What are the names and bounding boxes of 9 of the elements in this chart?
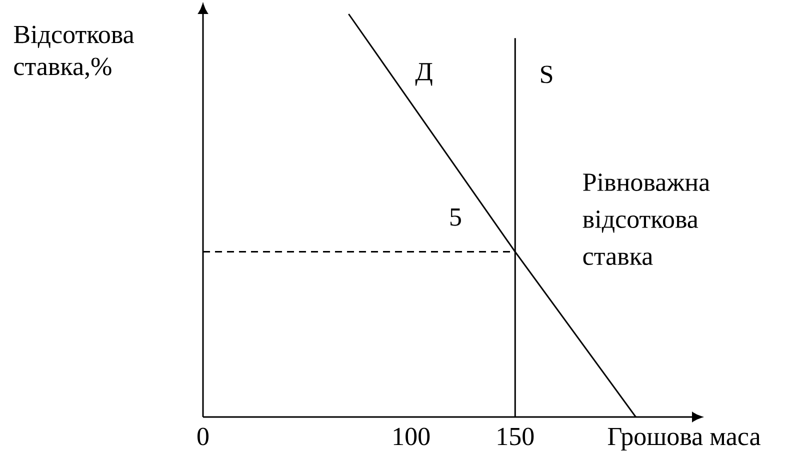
x-tick-label: 100 bbox=[394, 428, 430, 446]
annotation: 5 bbox=[450, 208, 461, 226]
series-label: S bbox=[541, 66, 552, 84]
y-axis-title: Відсоткова ставка,% bbox=[14, 26, 134, 79]
x-tick-label: 150 bbox=[498, 428, 534, 446]
x-axis-title: Грошова маса bbox=[608, 428, 760, 451]
x-tick-label: 0 bbox=[197, 428, 209, 446]
series-label: Д bbox=[415, 63, 432, 86]
annotation: Рівноважна відсоткова ставка bbox=[582, 174, 710, 266]
